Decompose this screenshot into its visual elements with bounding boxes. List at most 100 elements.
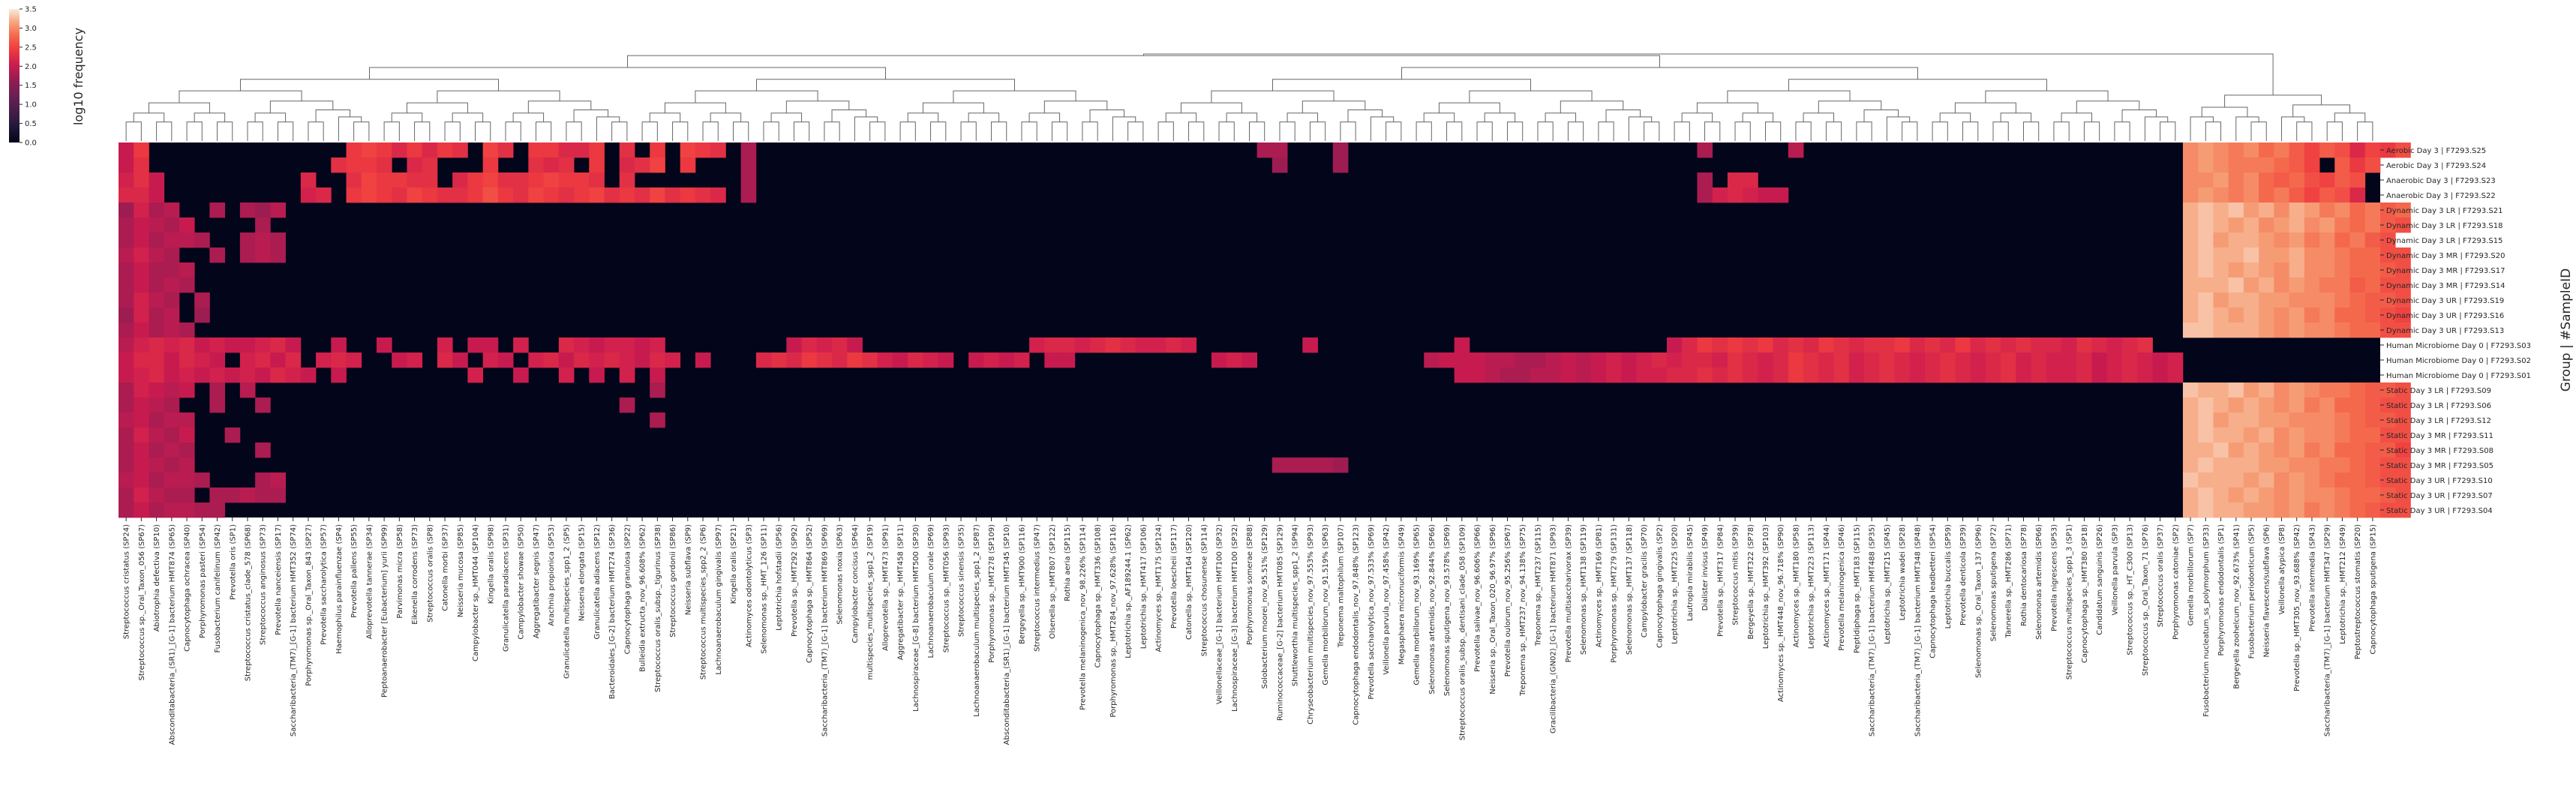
heatmap-cell: [2182, 382, 2199, 398]
heatmap-cell: [2137, 338, 2153, 353]
heatmap-cell: [2380, 278, 2396, 293]
heatmap-cell: [1924, 338, 1941, 353]
heatmap-cell: [1818, 352, 1834, 368]
heatmap-cell: [2304, 412, 2320, 428]
dendrogram-link: [1165, 112, 1197, 122]
dendrogram-link: [452, 112, 484, 122]
heatmap-cell: [634, 158, 650, 173]
heatmap-cell: [2349, 142, 2366, 158]
heatmap-cell: [2182, 488, 2199, 503]
heatmap-cell: [2395, 472, 2411, 488]
heatmap-cell: [2198, 262, 2214, 278]
column-label: Abiotrophia defectiva (SP10): [153, 524, 161, 632]
heatmap-cell: [634, 338, 650, 353]
heatmap-cell: [149, 398, 165, 413]
dendrogram-link: [414, 122, 431, 141]
heatmap-cell: [1029, 338, 1045, 353]
column-label: Prevotella sp._HMT305_nov_93.688% (SP42): [2293, 524, 2301, 692]
heatmap-cell: [285, 338, 302, 353]
dendrogram-root: [1142, 53, 2274, 95]
column-label: Leptotrichia sp._HMT215 (SP45): [1884, 524, 1892, 644]
column-label: Prevotella nigrescens (SP53): [2050, 524, 2058, 632]
heatmap-cell: [452, 188, 468, 203]
heatmap-cell: [179, 218, 195, 233]
heatmap-cell: [134, 352, 149, 368]
heatmap-cell: [2395, 488, 2411, 503]
column-label: Selenomonas sp._HMT137 (SP118): [1626, 524, 1634, 655]
heatmap-cell: [2319, 142, 2335, 158]
heatmap-cell: [119, 262, 134, 278]
heatmap-cell: [1332, 158, 1349, 173]
heatmap-cell: [680, 158, 696, 173]
dendrogram-link: [1484, 112, 1516, 122]
heatmap-cell: [2274, 262, 2289, 278]
column-label: Porphyromonas pasteri (SP54): [199, 524, 207, 638]
heatmap-cell: [528, 158, 544, 173]
heatmap-cell: [2304, 142, 2320, 158]
heatmap-cell: [2380, 202, 2396, 218]
heatmap-cell: [149, 412, 165, 428]
dendrogram-link: [641, 122, 658, 141]
heatmap-cell: [164, 368, 180, 383]
column-label: Streptococcus cristatus_clade_578 (SP68): [245, 524, 253, 681]
heatmap-cell: [134, 488, 149, 503]
dendrogram-link: [240, 79, 499, 92]
dendrogram-link: [1347, 110, 1383, 122]
row-label: Dynamic Day 3 MR | F7293.S20: [2386, 252, 2505, 260]
heatmap-cell: [2213, 248, 2229, 263]
heatmap-cell: [2213, 142, 2229, 158]
heatmap-cell: [1985, 368, 2001, 383]
heatmap-cell: [2349, 188, 2366, 203]
heatmap-cell: [407, 188, 423, 203]
heatmap-cell: [134, 412, 149, 428]
heatmap-cell: [1530, 368, 1546, 383]
heatmap-cell: [2213, 488, 2229, 503]
heatmap-cell: [2364, 278, 2381, 293]
column-label: Lachnoanaerobaculum multispecies_spp1_2 …: [973, 524, 981, 717]
heatmap-cell: [1636, 368, 1653, 383]
heatmap-cell: [2182, 232, 2199, 248]
heatmap-cell: [1059, 338, 1076, 353]
column-label: Prevotella oris (SP1): [229, 524, 237, 600]
heatmap-cell: [1044, 352, 1060, 368]
heatmap-cell: [149, 202, 165, 218]
heatmap-cell: [2334, 278, 2350, 293]
heatmap-cell: [1211, 352, 1227, 368]
dendrogram-link: [269, 100, 334, 113]
heatmap-cell: [2289, 428, 2305, 443]
heatmap-cell: [2380, 292, 2396, 308]
heatmap-cell: [2274, 412, 2289, 428]
column-label: Actinomyces sp._HMT169 (SP81): [1595, 524, 1603, 647]
heatmap-cell: [1256, 142, 1273, 158]
heatmap-cell: [2334, 458, 2350, 473]
heatmap-cell: [1924, 368, 1941, 383]
dendrogram-link: [527, 100, 592, 113]
heatmap-cell: [543, 352, 560, 368]
heatmap-cell: [164, 322, 180, 338]
heatmap-cell: [558, 338, 575, 353]
heatmap-cell: [2349, 218, 2366, 233]
dendrogram-link: [1567, 122, 1584, 141]
dendrogram-link: [1051, 122, 1068, 141]
heatmap-cell: [1621, 352, 1637, 368]
heatmap-cell: [149, 188, 165, 203]
heatmap-cell: [2289, 502, 2305, 518]
heatmap-cell: [1940, 368, 1956, 383]
heatmap-cell: [604, 352, 620, 368]
heatmap-cell: [346, 352, 362, 368]
heatmap-cell: [194, 502, 210, 518]
heatmap-cell: [2395, 218, 2411, 233]
heatmap-cell: [2364, 458, 2381, 473]
column-label: Veillonella atypica (SP8): [2278, 524, 2286, 615]
dendrogram-link: [2022, 122, 2040, 141]
heatmap-cell: [2334, 428, 2350, 443]
heatmap-cell: [119, 218, 134, 233]
column-label: Streptococcus oralis_subsp._dentisani_cl…: [1458, 524, 1467, 740]
column-label: Streptococcus sp._HT_C300 (SP13): [2127, 524, 2135, 656]
heatmap-cell: [2334, 232, 2350, 248]
dendrogram-link: [1082, 122, 1098, 141]
heatmap-cell: [452, 142, 468, 158]
heatmap-cell: [1590, 352, 1607, 368]
heatmap-cell: [2228, 428, 2244, 443]
heatmap-cell: [1955, 352, 1971, 368]
